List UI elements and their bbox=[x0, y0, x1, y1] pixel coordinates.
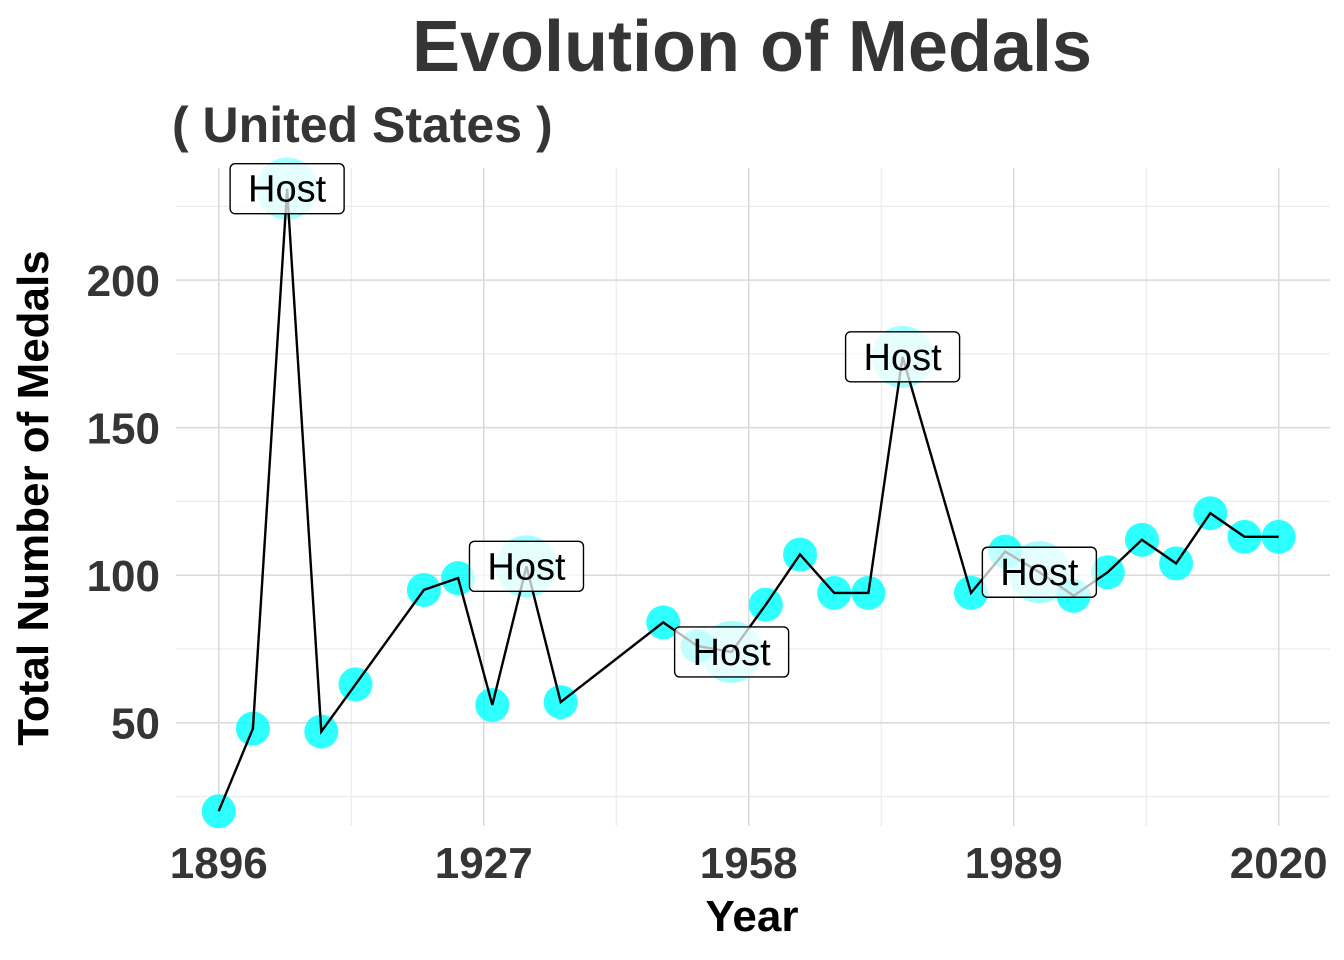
y-tick-label: 200 bbox=[87, 257, 160, 306]
x-axis-label: Year bbox=[705, 892, 799, 941]
y-tick-label: 50 bbox=[111, 700, 160, 749]
host-label-box bbox=[844, 331, 961, 383]
data-point bbox=[1261, 519, 1296, 554]
series-line bbox=[217, 188, 1279, 812]
host-label-box bbox=[981, 546, 1098, 598]
host-label: Host bbox=[864, 337, 943, 379]
data-point bbox=[201, 794, 236, 829]
host-label-box bbox=[229, 162, 345, 215]
host-label: Host bbox=[693, 632, 772, 674]
x-tick-label: 1927 bbox=[435, 839, 533, 888]
x-tick-label: 1896 bbox=[170, 839, 268, 888]
chart-title: Evolution of Medals bbox=[411, 7, 1093, 87]
chart-subtitle: ( United States ) bbox=[172, 97, 553, 153]
host-label-box bbox=[468, 540, 585, 593]
x-tick-label: 1958 bbox=[700, 839, 798, 888]
x-tick-label: 2020 bbox=[1230, 839, 1328, 888]
y-tick-label: 100 bbox=[87, 552, 160, 601]
host-label: Host bbox=[487, 546, 566, 588]
host-label: Host bbox=[248, 169, 327, 211]
host-label: Host bbox=[1000, 552, 1079, 594]
y-tick-label: 150 bbox=[87, 405, 160, 454]
y-axis-label: Total Number of Medals bbox=[9, 250, 58, 746]
x-tick-label: 1989 bbox=[965, 839, 1063, 888]
host-label-box bbox=[673, 626, 790, 678]
